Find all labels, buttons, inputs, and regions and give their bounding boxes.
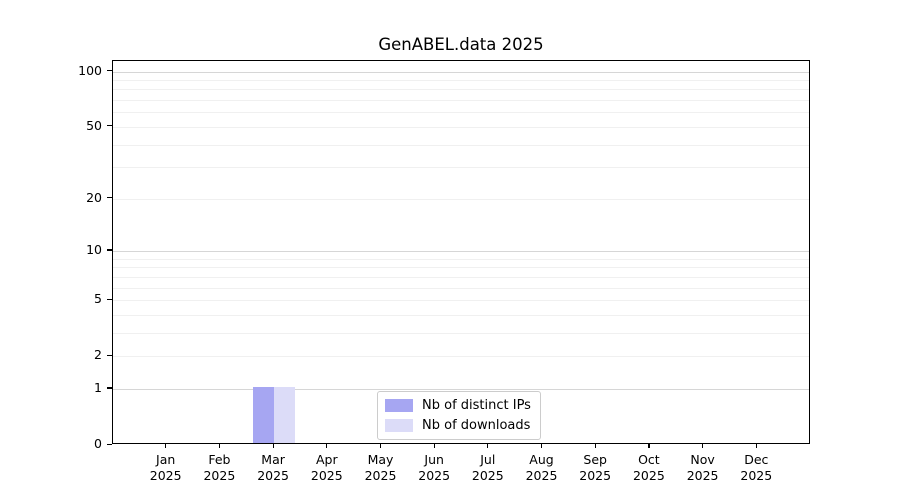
major-gridline <box>113 388 809 390</box>
x-tick-label: Mar 2025 <box>241 452 305 484</box>
y-tick-label: 5 <box>94 290 102 306</box>
legend-label-downloads: Nb of downloads <box>422 418 531 433</box>
x-tick-year: 2025 <box>740 468 773 483</box>
minor-gridline <box>113 112 809 114</box>
x-tick-month: Feb <box>208 452 231 467</box>
y-tick-mark <box>107 387 112 389</box>
x-tick-year: 2025 <box>632 468 665 483</box>
y-tick-mark <box>107 443 112 445</box>
x-tick-label: Dec 2025 <box>724 452 788 484</box>
x-tick-year: 2025 <box>310 468 343 483</box>
y-tick-mark <box>107 125 112 127</box>
plot-inner <box>113 61 809 443</box>
legend-item-distinct-ips: Nb of distinct IPs <box>385 397 531 414</box>
x-tick-label: Aug 2025 <box>510 452 574 484</box>
x-tick-label: Oct 2025 <box>617 452 681 484</box>
x-tick-label: May 2025 <box>349 452 413 484</box>
x-tick-mark <box>272 443 274 448</box>
x-tick-month: Dec <box>744 452 769 467</box>
x-tick-label: Jan 2025 <box>134 452 198 484</box>
x-tick-month: Apr <box>315 452 338 467</box>
legend-label-distinct-ips: Nb of distinct IPs <box>422 398 531 413</box>
x-tick-year: 2025 <box>525 468 558 483</box>
x-tick-label: Apr 2025 <box>295 452 359 484</box>
y-tick-label: 20 <box>86 189 102 205</box>
plot-area <box>112 60 810 444</box>
x-tick-year: 2025 <box>418 468 451 483</box>
legend-swatch-distinct-ips-icon <box>385 399 413 412</box>
y-tick-mark <box>107 298 112 300</box>
x-tick-mark <box>594 443 596 448</box>
x-tick-mark <box>541 443 543 448</box>
x-tick-year: 2025 <box>149 468 182 483</box>
minor-gridline <box>113 144 809 146</box>
minor-gridline <box>113 314 809 316</box>
minor-gridline <box>113 167 809 169</box>
y-tick-label: 1 <box>94 379 102 395</box>
y-tick-label: 50 <box>86 117 102 133</box>
minor-gridline <box>113 198 809 200</box>
x-tick-label: Jun 2025 <box>402 452 466 484</box>
x-tick-mark <box>380 443 382 448</box>
minor-gridline <box>113 126 809 128</box>
minor-gridline <box>113 332 809 334</box>
x-tick-mark <box>487 443 489 448</box>
x-tick-label: Jul 2025 <box>456 452 520 484</box>
minor-gridline <box>113 267 809 269</box>
x-tick-year: 2025 <box>203 468 236 483</box>
x-tick-mark <box>165 443 167 448</box>
y-tick-mark <box>107 70 112 72</box>
y-tick-mark <box>107 354 112 356</box>
y-axis: 0 1 2 5 10 20 50 100 <box>0 60 102 450</box>
bar-downloads <box>274 386 296 443</box>
x-tick-month: Jun <box>424 452 444 467</box>
x-tick-month: Nov <box>690 452 715 467</box>
x-tick-label: Nov 2025 <box>671 452 735 484</box>
x-tick-year: 2025 <box>471 468 504 483</box>
minor-gridline <box>113 79 809 81</box>
major-gridline <box>113 71 809 73</box>
x-tick-year: 2025 <box>686 468 719 483</box>
legend-swatch-downloads-icon <box>385 419 413 432</box>
x-tick-month: Jul <box>480 452 496 467</box>
x-tick-label: Sep 2025 <box>563 452 627 484</box>
x-tick-month: Mar <box>261 452 285 467</box>
bar-distinct-ips <box>252 386 275 443</box>
minor-gridline <box>113 287 809 289</box>
legend: Nb of distinct IPs Nb of downloads <box>377 391 541 440</box>
x-tick-label: Feb 2025 <box>187 452 251 484</box>
minor-gridline <box>113 276 809 278</box>
y-tick-mark <box>107 197 112 199</box>
x-tick-mark <box>648 443 650 448</box>
minor-gridline <box>113 89 809 91</box>
y-tick-label: 10 <box>86 241 102 257</box>
x-tick-month: Jan <box>156 452 176 467</box>
y-tick-label: 2 <box>94 346 102 362</box>
minor-gridline <box>113 100 809 101</box>
minor-gridline <box>113 258 809 260</box>
x-tick-year: 2025 <box>364 468 397 483</box>
x-tick-mark <box>702 443 704 448</box>
minor-gridline <box>113 300 809 301</box>
chart-title: GenABEL.data 2025 <box>378 35 544 54</box>
y-tick-mark <box>107 249 112 251</box>
x-tick-year: 2025 <box>579 468 612 483</box>
x-tick-year: 2025 <box>257 468 289 483</box>
x-tick-month: Aug <box>529 452 554 467</box>
y-tick-label: 0 <box>94 435 102 451</box>
x-tick-mark <box>326 443 328 448</box>
y-tick-label: 100 <box>78 62 102 78</box>
x-tick-month: May <box>367 452 394 467</box>
x-tick-mark <box>433 443 435 448</box>
x-tick-mark <box>755 443 757 448</box>
x-tick-month: Sep <box>583 452 607 467</box>
x-tick-month: Oct <box>638 452 660 467</box>
minor-gridline <box>113 356 809 358</box>
legend-item-downloads: Nb of downloads <box>385 417 531 434</box>
major-gridline <box>113 250 809 252</box>
x-tick-mark <box>218 443 221 448</box>
